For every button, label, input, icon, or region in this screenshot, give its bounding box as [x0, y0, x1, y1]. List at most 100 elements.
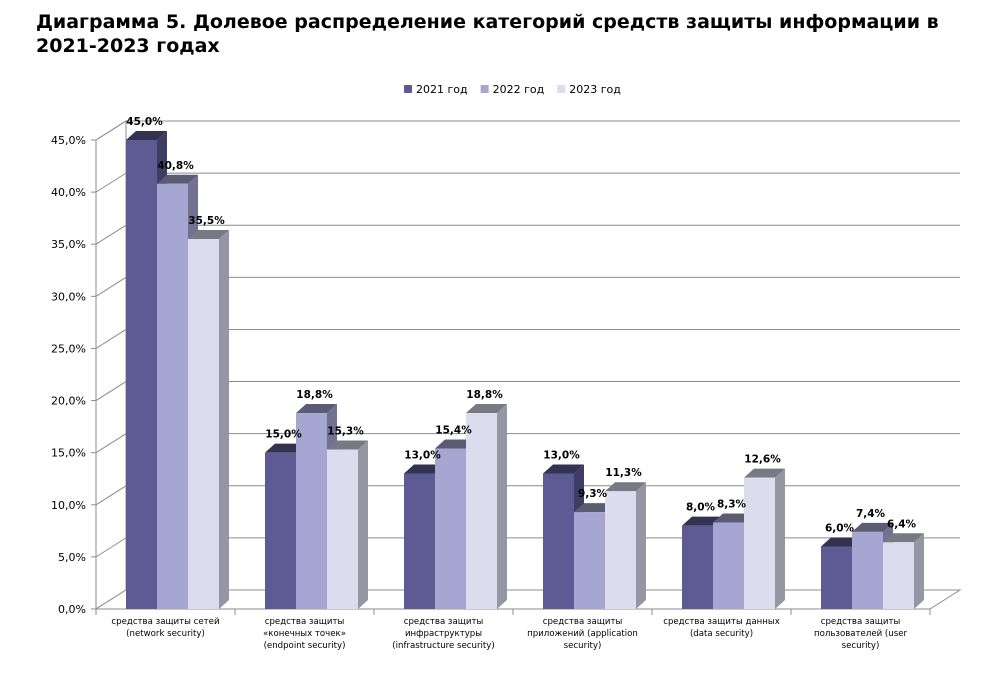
data-label: 35,5% — [188, 215, 225, 227]
gridline-side — [95, 224, 127, 245]
bar-top — [435, 439, 476, 449]
bar-front — [126, 140, 157, 609]
y-tick-label: 25,0% — [51, 342, 86, 355]
bar-front — [435, 448, 466, 609]
data-labels: 45,0% 40,8% 35,5% 15,0% 18,8% 15,3% 13,0% 15,4%… — [126, 116, 916, 534]
category-label-line: (data security) — [690, 629, 753, 639]
legend-label: 2021 год — [416, 83, 468, 96]
bar — [327, 440, 368, 609]
bar-front — [682, 525, 713, 609]
data-label: 45,0% — [126, 116, 163, 128]
y-tick-label: 40,0% — [51, 186, 86, 199]
gridline-side — [95, 433, 127, 454]
bar-front — [852, 531, 883, 609]
gridline-side — [95, 537, 127, 558]
data-label: 40,8% — [157, 160, 194, 172]
x-axis — [95, 609, 931, 615]
data-label: 15,0% — [265, 429, 302, 441]
bar-top — [821, 537, 862, 547]
gridline-side — [95, 485, 127, 506]
data-label: 15,3% — [327, 426, 364, 438]
bar-side — [914, 533, 924, 609]
bar-front — [744, 477, 775, 609]
data-label: 8,3% — [717, 498, 747, 510]
category-label: средства защиты инфраструктуры (infrastruc… — [392, 617, 494, 651]
data-label: 11,3% — [605, 467, 642, 479]
data-label: 7,4% — [856, 508, 886, 520]
y-tick-label: 30,0% — [51, 290, 86, 303]
bar-top — [296, 404, 337, 414]
legend-label: 2023 год — [569, 83, 621, 96]
bar-front — [883, 542, 914, 609]
bar-front — [574, 512, 605, 609]
bar-top — [605, 482, 646, 492]
category-label-line: (endpoint security) — [264, 641, 346, 651]
data-label: 9,3% — [578, 488, 608, 500]
chart-bars — [126, 131, 924, 610]
y-tick-label: 35,0% — [51, 238, 86, 251]
y-tick-label: 45,0% — [51, 134, 86, 147]
bar-top — [883, 533, 924, 543]
category-label-line: средства защиты — [543, 617, 623, 627]
bar-top — [713, 513, 754, 523]
bar-front — [404, 473, 435, 609]
bar — [605, 482, 646, 609]
legend-swatch — [404, 85, 412, 93]
category-label-line: средства защиты — [404, 617, 484, 627]
bar-top — [327, 440, 368, 450]
data-label: 15,4% — [435, 424, 472, 436]
chart-legend: 2021 год 2022 год 2023 год — [404, 83, 621, 96]
bar-front — [296, 413, 327, 609]
bar-front — [265, 452, 296, 609]
category-label: средства защиты «конечных точек» (endpoint… — [263, 617, 346, 651]
bar-front — [713, 522, 744, 609]
data-label: 12,6% — [744, 454, 781, 466]
data-label: 6,4% — [887, 518, 917, 530]
category-label-line: (infrastructure security) — [392, 641, 494, 651]
bar-top — [265, 443, 306, 453]
legend-item: 2023 год — [557, 83, 621, 96]
bar-top — [543, 464, 584, 474]
category-label: средства защиты пользователей (user securi… — [814, 617, 908, 651]
bar-top — [188, 230, 229, 240]
bar-front — [327, 449, 358, 609]
legend-label: 2022 год — [493, 83, 545, 96]
bar-front — [605, 491, 636, 609]
bar-top — [574, 503, 615, 513]
bar-top — [744, 468, 785, 478]
y-tick-label: 0,0% — [58, 603, 86, 616]
chart-back-wall — [95, 120, 127, 610]
bar — [188, 230, 229, 609]
bar-side — [636, 482, 646, 609]
bar — [883, 533, 924, 609]
category-label-line: средства защиты — [265, 617, 345, 627]
category-label-line: security) — [842, 641, 880, 651]
bar-side — [775, 468, 785, 609]
bar-top — [404, 464, 445, 474]
bar-front — [157, 183, 188, 610]
y-tick-label: 5,0% — [58, 551, 86, 564]
category-label-line: приложений (application — [527, 629, 638, 639]
category-label-line: security) — [564, 641, 602, 651]
category-label-line: средства защиты данных — [663, 617, 780, 627]
legend-item: 2021 год — [404, 83, 468, 96]
category-label-line: средства защиты сетей — [111, 617, 219, 627]
data-label: 13,0% — [404, 450, 441, 462]
gridline-side — [95, 120, 127, 141]
bar-top — [126, 131, 167, 140]
bar-side — [358, 440, 368, 609]
category-label-line: пользователей (user — [814, 629, 908, 639]
category-label: средства защиты приложений (application se… — [527, 617, 638, 651]
bar-front — [543, 473, 574, 609]
data-label: 13,0% — [543, 450, 580, 462]
data-label: 6,0% — [825, 522, 855, 534]
y-tick-label: 15,0% — [51, 447, 86, 460]
bar-side — [219, 230, 229, 609]
gridline-side — [95, 329, 127, 349]
bar-front — [466, 413, 497, 609]
legend-swatch — [480, 85, 489, 93]
category-label: средства защиты данных (data security) — [663, 617, 780, 639]
y-axis: 0,0% 5,0% 10,0% 15,0% 20,0% 25,0% 30,0% 35,0% 40… — [51, 134, 96, 616]
data-label: 8,0% — [686, 502, 716, 514]
